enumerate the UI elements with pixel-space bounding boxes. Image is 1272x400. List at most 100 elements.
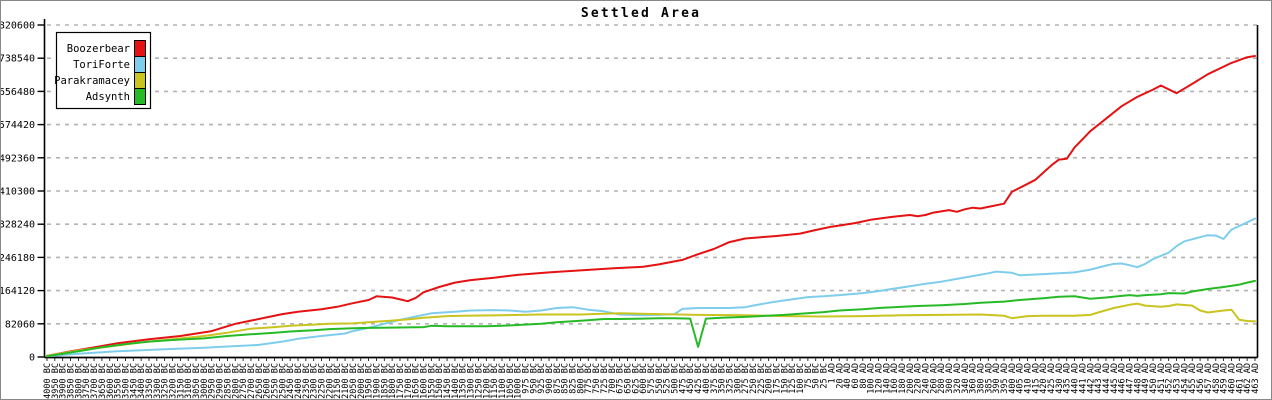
x-axis-label: 100 AD — [867, 363, 877, 394]
x-axis-label: 1900 BC — [372, 363, 382, 399]
x-axis-label: 458 AD — [1212, 363, 1222, 394]
x-axis-label: 60 AD — [851, 363, 861, 389]
x-axis-label: 2900 BC — [216, 363, 226, 399]
x-axis-label: 275 BC — [741, 363, 751, 394]
y-axis-label: 820600 — [1, 21, 35, 32]
x-axis-label: 2050 BC — [349, 363, 359, 399]
x-axis-label: 360 AD — [969, 363, 979, 394]
x-axis-label: 3000 BC — [200, 363, 210, 399]
x-axis-label: 3650 BC — [98, 363, 108, 399]
x-axis-label: 3150 BC — [176, 363, 186, 399]
x-axis-label: 125 BC — [788, 363, 798, 394]
x-axis-label: 1000 BC — [514, 363, 524, 399]
y-axis-label: 246180 — [1, 253, 35, 264]
x-axis-label: 280 AD — [937, 363, 947, 394]
x-axis-label: 800 BC — [576, 363, 586, 394]
x-axis-label: 160 AD — [890, 363, 900, 394]
grid-layer: 0 82060 164120 246180 328240 410300 492360 5744… — [1, 21, 1257, 364]
x-axis-label: 625 BC — [631, 363, 641, 394]
x-axis-label: 425 BC — [694, 363, 704, 394]
x-axis-label: 1950 BC — [365, 363, 375, 399]
x-axis-label: 405 AD — [1016, 363, 1026, 394]
series-line-boozerbear — [46, 55, 1256, 357]
x-axis-label: 3050 BC — [192, 363, 202, 399]
x-axis-label: 240 AD — [922, 363, 932, 394]
x-axis-label: 400 BC — [702, 363, 712, 394]
legend-swatch-boozerbear — [134, 40, 146, 57]
legend-label-adsynth: Adsynth — [86, 91, 130, 103]
x-axis-label: 440 AD — [1071, 363, 1081, 394]
x-axis-label: 3550 BC — [114, 363, 124, 399]
x-axis-label: 1100 BC — [498, 363, 508, 399]
x-axis-label: 435 AD — [1063, 363, 1073, 394]
x-axis-label: 3400 BC — [137, 363, 147, 399]
x-axis-label: 750 BC — [592, 363, 602, 394]
x-axis-label: 2300 BC — [310, 363, 320, 399]
x-axis-label: 3200 BC — [169, 363, 179, 399]
x-axis-label: 2450 BC — [286, 363, 296, 399]
legend-swatch-toriforte — [134, 56, 146, 73]
x-axis-label: 3350 BC — [145, 363, 155, 399]
y-axis-label: 82060 — [5, 319, 35, 330]
x-axis-label: 3100 BC — [184, 363, 194, 399]
x-axis-label: 2250 BC — [318, 363, 328, 399]
x-axis-label: 200 BC — [765, 363, 775, 394]
x-axis-label: 3600 BC — [106, 363, 116, 399]
x-axis-label: 725 BC — [600, 363, 610, 394]
legend-label-toriforte: ToriForte — [73, 59, 130, 71]
x-axis-label: 2700 BC — [247, 363, 257, 399]
x-axis-label: 150 BC — [780, 363, 790, 394]
x-axis-label: 775 BC — [584, 363, 594, 394]
x-axis-label: 463 AD — [1251, 363, 1261, 394]
x-axis-label: 3450 BC — [129, 363, 139, 399]
x-axis-label: 850 BC — [561, 363, 571, 394]
x-axis-label: 100 BC — [796, 363, 806, 394]
y-axis-label: 574420 — [1, 120, 35, 131]
x-axis-label: 460 AD — [1227, 363, 1237, 394]
x-axis-label: 441 AD — [1078, 363, 1088, 394]
x-axis-label: 425 AD — [1047, 363, 1057, 394]
x-axis-label: 1150 BC — [490, 363, 500, 399]
x-axis-label: 1200 BC — [482, 363, 492, 399]
x-axis-label: 975 BC — [521, 363, 531, 394]
x-axis-label: 461 AD — [1235, 363, 1245, 394]
x-axis-label: 1350 BC — [459, 363, 469, 399]
x-axis-label: 1550 BC — [427, 363, 437, 399]
x-axis-label: 1800 BC — [388, 363, 398, 399]
x-axis-label: 3500 BC — [121, 363, 131, 399]
x-axis-label: 3900 BC — [59, 363, 69, 399]
x-axis-label: 3250 BC — [161, 363, 171, 399]
axes — [43, 19, 1259, 359]
x-axis-label: 40 AD — [843, 363, 853, 389]
x-axis-label: 120 AD — [874, 363, 884, 394]
x-axis-label: 140 AD — [882, 363, 892, 394]
x-axis-label: 1750 BC — [396, 363, 406, 399]
x-axis-label: 2000 BC — [357, 363, 367, 399]
x-axis-label: 50 BC — [812, 363, 822, 389]
x-axis-label: 220 AD — [914, 363, 924, 394]
x-axis-label: 2500 BC — [278, 363, 288, 399]
x-axis-label: 650 BC — [623, 363, 633, 394]
legend-entry-adsynth: Adsynth — [86, 88, 146, 105]
legend-entry-toriforte: ToriForte — [73, 56, 146, 73]
x-axis-label: 1300 BC — [467, 363, 477, 399]
x-axis-label: 452 AD — [1165, 363, 1175, 394]
x-axis-label: 451 AD — [1157, 363, 1167, 394]
x-axis-label: 3700 BC — [90, 363, 100, 399]
x-axis-label: 350 BC — [718, 363, 728, 394]
legend-label-parakramacey: Parakramacey — [54, 75, 130, 87]
x-axis-label: 449 AD — [1141, 363, 1151, 394]
legend-swatch-adsynth — [134, 88, 146, 105]
x-axis-label: 448 AD — [1133, 363, 1143, 394]
x-axis-label: 2150 BC — [333, 363, 343, 399]
x-axis-label: 2800 BC — [231, 363, 241, 399]
y-axis-label: 656480 — [1, 87, 35, 98]
x-axis-label: 3800 BC — [74, 363, 84, 399]
x-axis-label: 454 AD — [1180, 363, 1190, 394]
x-axis-label: 875 BC — [553, 363, 563, 394]
x-axis-label: 420 AD — [1039, 363, 1049, 394]
x-axis-label: 2350 BC — [302, 363, 312, 399]
x-axis-label: 700 BC — [608, 363, 618, 394]
